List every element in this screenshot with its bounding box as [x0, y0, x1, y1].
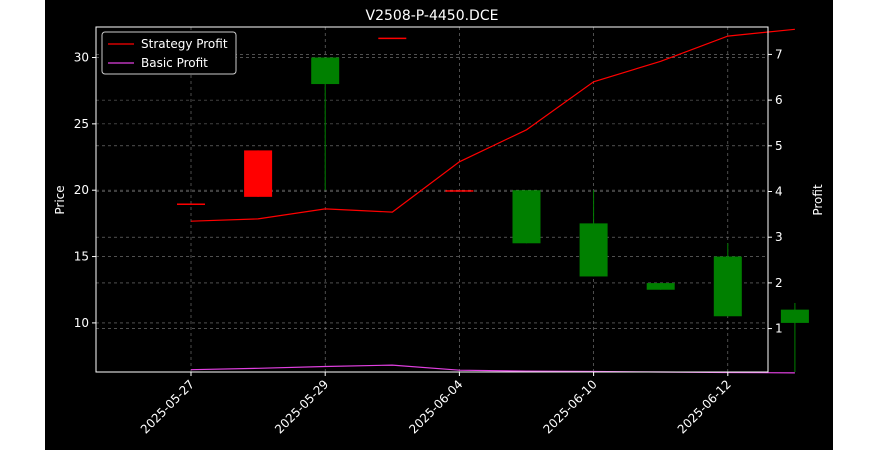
candle-body [177, 203, 205, 205]
grid-lines [96, 27, 768, 372]
y2-tick-label: 5 [775, 139, 783, 153]
y-tick-label: 15 [74, 250, 89, 264]
series-line-strategy-profit [190, 28, 795, 222]
y-axis-left: 10 15 20 25 30 [74, 51, 96, 330]
chart-title: V2508-P-4450.DCE [366, 8, 499, 24]
x-tick-label: 2025-06-12 [675, 377, 734, 436]
x-tick-label: 2025-05-29 [272, 377, 331, 436]
candle-body [445, 190, 474, 192]
y-tick-label: 25 [74, 117, 89, 131]
y-tick-label: 10 [74, 316, 89, 330]
legend-label-strategy-profit: Strategy Profit [141, 37, 228, 51]
y2-tick-label: 1 [775, 322, 783, 336]
y2-tick-label: 4 [775, 185, 783, 199]
y2-tick-label: 3 [775, 230, 783, 244]
y-tick-label: 20 [74, 183, 89, 197]
candle-body [713, 256, 742, 317]
candle-body [512, 190, 541, 244]
candle-body [244, 150, 273, 197]
plot-area-frame [95, 26, 769, 373]
candle-body [780, 309, 809, 323]
x-tick-label: 2025-06-04 [406, 377, 465, 436]
x-axis: 2025-05-27 2025-05-29 2025-06-04 2025-06-10… [138, 372, 734, 436]
x-tick-label: 2025-05-27 [138, 377, 197, 436]
y-axis-label: Price [53, 185, 67, 214]
legend-box [101, 31, 237, 75]
y2-tick-label: 2 [775, 276, 783, 290]
y-tick-label: 30 [74, 51, 89, 65]
candle-body [378, 37, 407, 40]
legend-label-basic-profit: Basic Profit [141, 56, 208, 70]
candle-body [311, 57, 340, 85]
y-axis-right: 1 2 3 4 5 6 7 [768, 47, 783, 336]
y2-axis-label: Profit [811, 184, 825, 216]
x-tick-label: 2025-06-10 [541, 377, 600, 436]
candle-body [646, 283, 675, 290]
y2-tick-label: 6 [775, 93, 783, 107]
profit-lines-layer [190, 28, 795, 374]
y2-tick-label: 7 [775, 47, 783, 61]
legend: Strategy Profit Basic Profit [101, 31, 237, 75]
candlestick-layer [177, 37, 809, 372]
candle-body [579, 223, 608, 277]
